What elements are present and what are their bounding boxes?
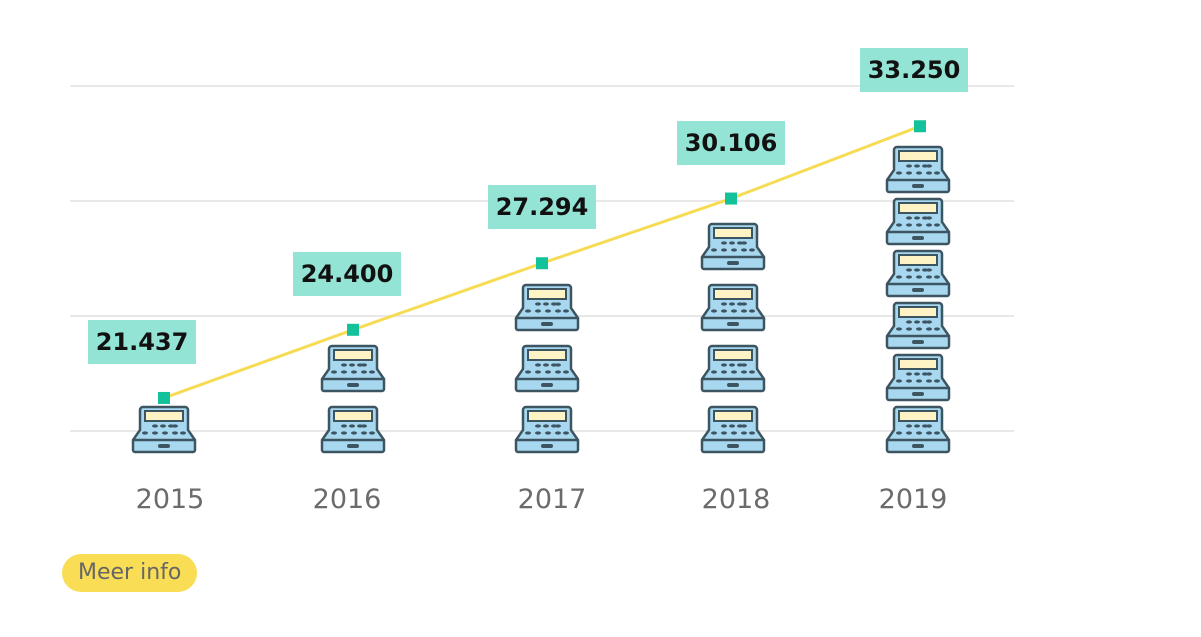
- cash-register-icon: [885, 249, 951, 298]
- x-tick-label: 2019: [878, 484, 948, 515]
- cash-register-icon: [885, 353, 951, 402]
- cash-register-icon: [320, 405, 386, 454]
- data-label: 21.437: [88, 319, 196, 364]
- x-tick-label: 2016: [312, 484, 382, 515]
- cash-register-icon: [700, 405, 766, 454]
- cash-register-icon: [514, 405, 580, 454]
- data-label: 27.294: [488, 185, 596, 230]
- cash-register-icon: [700, 222, 766, 271]
- cash-register-icon: [700, 283, 766, 332]
- cash-register-icon: [885, 405, 951, 454]
- cash-register-icon: [885, 145, 951, 194]
- x-tick-label: 2015: [135, 484, 205, 515]
- x-tick-label: 2017: [517, 484, 587, 515]
- data-point: [536, 257, 548, 270]
- cash-register-icon: [885, 197, 951, 246]
- x-tick-label: 2018: [701, 484, 771, 515]
- data-point: [347, 323, 359, 336]
- more-info-button[interactable]: Meer info: [62, 554, 198, 592]
- cash-register-icon: [320, 344, 386, 393]
- cash-register-icon: [514, 344, 580, 393]
- data-label: 24.400: [293, 251, 401, 296]
- data-point: [158, 391, 170, 404]
- cash-register-icon: [514, 283, 580, 332]
- data-point: [914, 120, 926, 133]
- data-point: [725, 192, 737, 205]
- cash-register-icon: [700, 344, 766, 393]
- data-label: 33.250: [860, 48, 968, 93]
- data-label: 30.106: [677, 120, 785, 165]
- cash-register-icon: [885, 301, 951, 350]
- cash-register-icon: [131, 405, 197, 454]
